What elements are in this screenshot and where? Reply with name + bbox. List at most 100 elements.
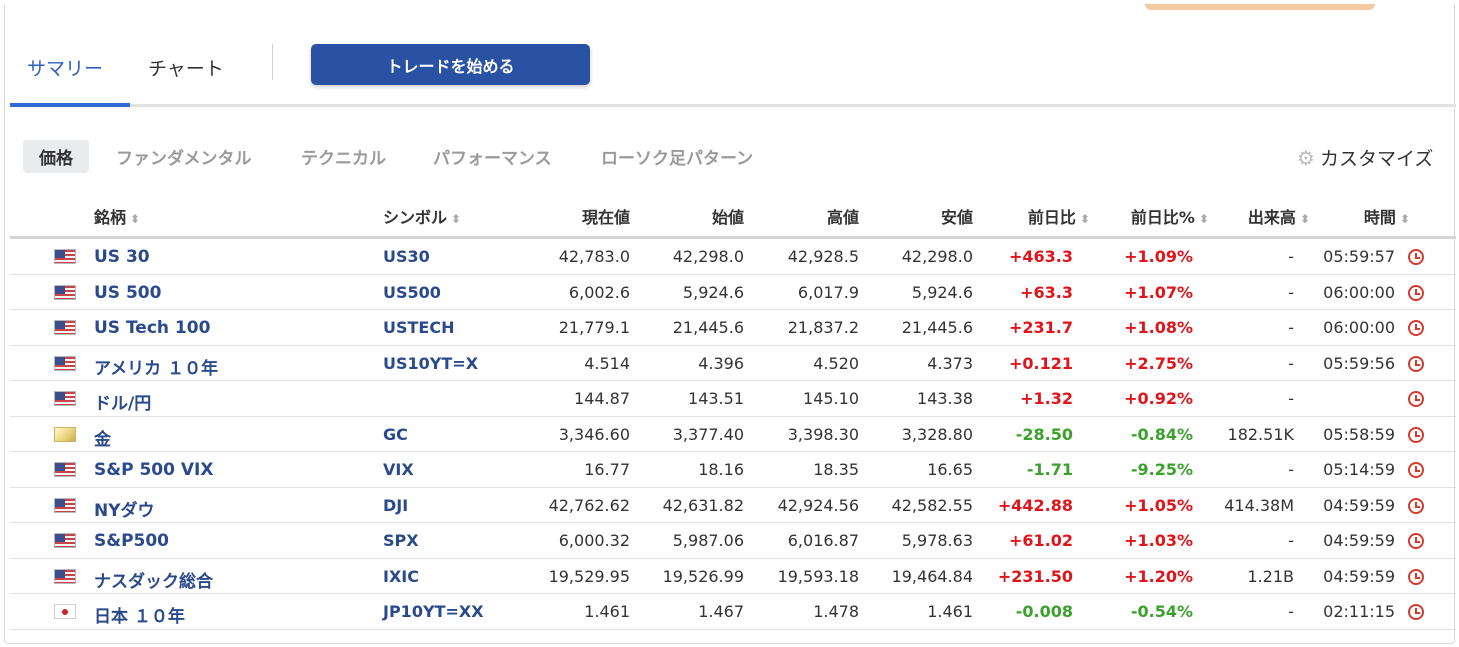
instrument-name[interactable]: US 30 — [94, 247, 150, 267]
table-row[interactable]: アメリカ １０年 US10YT=X 4.514 4.396 4.520 4.373 +0.1… — [10, 346, 1456, 381]
change-pct-cell: -0.84% — [1130, 424, 1193, 444]
table-row[interactable]: NYダウ DJI 42,762.62 42,631.82 42,924.56 42,582… — [10, 488, 1456, 523]
volume-cell: - — [1288, 282, 1294, 302]
table-row[interactable]: US Tech 100 USTECH 21,779.1 21,445.6 21,837.… — [10, 310, 1456, 346]
col-high-header: 高値 — [826, 208, 859, 227]
volume-cell: - — [1288, 389, 1294, 408]
price-cell: 1.461 — [584, 602, 630, 621]
instrument-symbol[interactable]: SPX — [383, 531, 419, 550]
clock-icon — [1408, 391, 1424, 407]
price-cell: 4.514 — [584, 353, 630, 373]
table-row[interactable]: S&P500 SPX 6,000.32 5,987.06 6,016.87 5,978.6… — [10, 523, 1456, 559]
sort-icon: ⬍ — [1399, 212, 1410, 226]
change-cell: +1.32 — [1020, 389, 1073, 408]
instrument-symbol[interactable]: JP10YT=XX — [383, 602, 484, 621]
instrument-name[interactable]: NYダウ — [94, 500, 155, 521]
instrument-name[interactable]: S&P 500 VIX — [94, 460, 214, 480]
top-accent-bar — [1145, 4, 1375, 10]
open-cell: 4.396 — [698, 353, 744, 373]
high-cell: 42,924.56 — [777, 495, 859, 515]
volume-cell: - — [1288, 353, 1294, 373]
instrument-symbol[interactable]: US30 — [383, 247, 430, 266]
instrument-name[interactable]: アメリカ １０年 — [94, 358, 219, 379]
table-row[interactable]: ナスダック総合 IXIC 19,529.95 19,526.99 19,593.18 19… — [10, 559, 1456, 594]
high-cell: 6,017.9 — [797, 282, 859, 302]
low-cell: 42,298.0 — [901, 247, 973, 266]
flag-us-icon — [54, 320, 76, 335]
table-row[interactable]: US 500 US500 6,002.6 5,924.6 6,017.9 5,924.6 +… — [10, 275, 1456, 310]
instrument-symbol[interactable]: US10YT=X — [383, 353, 479, 373]
customize-button[interactable]: ⚙ カスタマイズ — [1297, 144, 1433, 171]
start-trade-button[interactable]: トレードを始める — [311, 44, 590, 85]
change-cell: +61.02 — [1008, 531, 1073, 550]
clock-icon — [1408, 568, 1424, 585]
high-cell: 19,593.18 — [777, 566, 859, 586]
instrument-symbol[interactable]: USTECH — [383, 318, 455, 337]
instrument-name[interactable]: US 500 — [94, 282, 162, 303]
instrument-name[interactable]: 金 — [94, 429, 111, 450]
high-cell: 18.35 — [813, 460, 859, 479]
col-change-header[interactable]: 前日比 ⬍ — [1027, 208, 1090, 227]
time-cell: 05:59:57 — [1323, 247, 1395, 266]
change-pct-cell: +0.92% — [1124, 389, 1193, 408]
instrument-name[interactable]: US Tech 100 — [94, 318, 211, 338]
summary-panel: サマリー チャート トレードを始める 価格 ファンダメンタル テクニカル パフォ… — [4, 4, 1456, 644]
change-cell: +442.88 — [997, 495, 1073, 515]
instrument-symbol[interactable]: DJI — [383, 495, 409, 515]
subtab-performance[interactable]: パフォーマンス — [433, 149, 552, 169]
col-name-header[interactable]: 銘柄 ⬍ — [94, 208, 141, 227]
price-cell: 21,779.1 — [558, 318, 630, 337]
tab-chart[interactable]: チャート — [148, 58, 224, 80]
clock-icon — [1408, 284, 1424, 301]
col-symbol-header[interactable]: シンボル ⬍ — [383, 208, 462, 227]
instrument-name[interactable]: ナスダック総合 — [94, 571, 213, 592]
instrument-name[interactable]: ドル/円 — [94, 394, 152, 414]
table-row[interactable]: S&P 500 VIX VIX 16.77 18.16 18.35 16.65 -1.71 -… — [10, 452, 1456, 488]
open-cell: 21,445.6 — [672, 318, 744, 337]
flag-us-icon — [54, 462, 76, 477]
instrument-symbol[interactable]: IXIC — [383, 566, 419, 586]
price-cell: 19,529.95 — [548, 566, 630, 586]
subtab-technical[interactable]: テクニカル — [301, 149, 386, 169]
col-change-pct-header[interactable]: 前日比% ⬍ — [1130, 208, 1209, 227]
price-cell: 6,000.32 — [558, 531, 630, 550]
instrument-name[interactable]: S&P500 — [94, 531, 170, 551]
col-time-header[interactable]: 時間 ⬍ — [1363, 208, 1410, 227]
table-row[interactable]: 金 GC 3,346.60 3,377.40 3,398.30 3,328.80 -28.5… — [10, 417, 1456, 452]
low-cell: 42,582.55 — [891, 495, 973, 515]
high-cell: 4.520 — [813, 353, 859, 373]
table-row[interactable]: 日本 １０年 JP10YT=XX 1.461 1.467 1.478 1.461 -0.00… — [10, 594, 1456, 630]
volume-cell: - — [1288, 602, 1294, 621]
instrument-symbol[interactable]: VIX — [383, 460, 414, 479]
clock-icon — [1408, 426, 1424, 443]
col-volume-header[interactable]: 出来高 ⬍ — [1247, 208, 1310, 227]
table-row[interactable]: ドル/円 144.87 143.51 145.10 143.38 +1.32 +0.92% - — [10, 381, 1456, 417]
subtab-price[interactable]: 価格 — [23, 140, 89, 173]
volume-cell: - — [1288, 531, 1294, 550]
open-cell: 3,377.40 — [672, 424, 744, 444]
instrument-name[interactable]: 日本 １０年 — [94, 607, 185, 627]
high-cell: 21,837.2 — [787, 318, 859, 337]
flag-us-icon — [54, 568, 76, 584]
low-cell: 19,464.84 — [891, 566, 973, 586]
high-cell: 145.10 — [803, 389, 859, 408]
subtab-fundamental[interactable]: ファンダメンタル — [116, 149, 252, 169]
subtab-candlestick[interactable]: ローソク足パターン — [601, 149, 754, 169]
time-cell: 02:11:15 — [1323, 602, 1395, 621]
open-cell: 18.16 — [698, 460, 744, 479]
change-pct-cell: -9.25% — [1130, 460, 1193, 479]
flag-us-icon — [54, 284, 76, 300]
volume-cell: 182.51K — [1227, 424, 1294, 444]
change-cell: -0.008 — [1015, 602, 1073, 621]
price-cell: 6,002.6 — [568, 282, 630, 302]
table-row[interactable]: US 30 US30 42,783.0 42,298.0 42,928.5 42,298.… — [10, 239, 1456, 275]
flag-us-icon — [54, 497, 76, 513]
change-cell: +463.3 — [1008, 247, 1073, 266]
change-pct-cell: +1.03% — [1124, 531, 1193, 550]
instrument-symbol[interactable]: US500 — [383, 282, 441, 302]
change-pct-cell: +1.07% — [1124, 282, 1193, 302]
volume-cell: - — [1288, 318, 1294, 337]
instrument-symbol[interactable]: GC — [383, 424, 408, 444]
tab-summary[interactable]: サマリー — [27, 58, 104, 80]
time-cell: 06:00:00 — [1323, 318, 1395, 337]
